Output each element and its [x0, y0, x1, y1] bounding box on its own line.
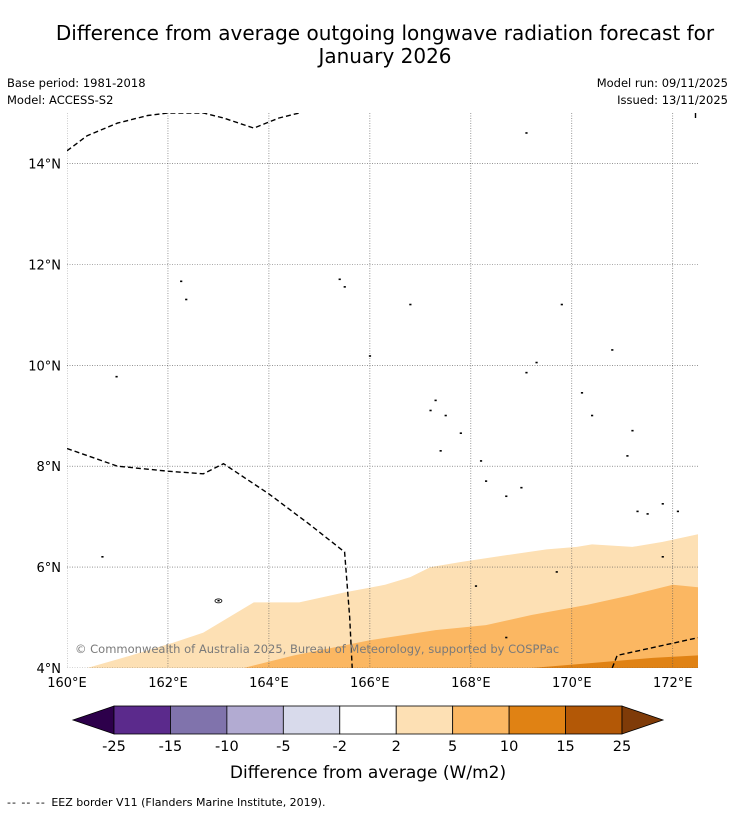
island-mark	[590, 414, 594, 417]
island-mark	[580, 392, 584, 394]
island-mark	[661, 556, 664, 558]
lon-tick-label: 170°E	[552, 676, 592, 691]
island-mark	[479, 460, 483, 462]
island-mark	[525, 371, 528, 374]
copyright-text: © Commonwealth of Australia 2025, Bureau…	[75, 642, 559, 656]
issued-date: Issued: 13/11/2025	[617, 93, 728, 107]
chart-title: Difference from average outgoing longwav…	[30, 22, 736, 68]
anomaly-band-3	[531, 655, 698, 668]
lat-tick-label: 14°N	[28, 157, 61, 172]
model-name: Model: ACCESS-S2	[7, 93, 114, 107]
lat-tick-label: 12°N	[28, 258, 61, 273]
atoll-outline	[214, 598, 223, 604]
map-area	[67, 113, 698, 668]
island-mark	[434, 399, 437, 402]
island-mark	[444, 414, 447, 417]
island-mark	[661, 503, 664, 505]
footnote: -- -- -- EEZ border V11 (Flanders Marine…	[7, 796, 325, 809]
model-run: Model run: 09/11/2025	[596, 76, 728, 90]
island-mark	[505, 495, 508, 498]
colorbar-tick-label: -15	[159, 739, 183, 755]
colorbar-tick-label: 2	[392, 739, 401, 755]
lon-tick-label: 160°E	[47, 676, 87, 691]
colorbar-tick-label: 15	[556, 739, 574, 755]
island-mark	[631, 429, 634, 432]
lat-tick-label: 8°N	[37, 460, 62, 475]
colorbar-segment	[339, 705, 397, 735]
lat-tick-label: 6°N	[37, 561, 62, 576]
colorbar-tick-label: -2	[333, 739, 347, 755]
island-mark	[217, 599, 220, 602]
meta-left: Base period: 1981-2018 Model: ACCESS-S2	[7, 75, 146, 109]
eez-border	[67, 113, 300, 152]
colorbar-tick-label: -10	[215, 739, 239, 755]
eez-legend-symbol: -- -- --	[7, 796, 46, 809]
island-mark	[560, 303, 563, 306]
lon-tick-label: 164°E	[249, 676, 289, 691]
colorbar-segment	[452, 705, 510, 735]
colorbar-segment	[170, 705, 228, 735]
island-mark	[611, 349, 614, 351]
island-mark	[525, 132, 528, 134]
colorbar-tick-label: 25	[613, 739, 631, 755]
colorbar-label: Difference from average (W/m2)	[230, 763, 506, 783]
island-mark	[459, 432, 462, 434]
island-mark	[676, 510, 680, 513]
lon-tick-label: 166°E	[350, 676, 390, 691]
meta-right: Model run: 09/11/2025 Issued: 13/11/2025	[597, 75, 728, 109]
island-mark	[626, 455, 629, 457]
eez-border	[67, 447, 353, 668]
island-mark	[185, 298, 188, 301]
colorbar-segment	[565, 705, 623, 735]
island-mark	[115, 375, 118, 378]
island-mark	[409, 303, 412, 306]
lon-tick-label: 168°E	[451, 676, 491, 691]
island-mark	[474, 585, 478, 587]
island-mark	[439, 450, 442, 452]
island-mark	[555, 571, 558, 573]
island-mark	[636, 510, 639, 513]
island-mark	[338, 278, 341, 281]
island-mark	[343, 286, 346, 288]
colorbar-tick-label: 10	[500, 739, 518, 755]
title-line-2: January 2026	[318, 44, 452, 68]
colorbar-segment	[282, 705, 341, 735]
anomaly-band-2	[243, 584, 698, 668]
colorbar-segment	[113, 705, 171, 735]
colorbar-low-extension	[71, 705, 115, 735]
lat-tick-label: 4°N	[37, 662, 62, 677]
eez-border	[611, 637, 698, 668]
colorbar-tick-label: -5	[276, 739, 290, 755]
base-period: Base period: 1981-2018	[7, 76, 146, 90]
lon-tick-label: 162°E	[148, 676, 188, 691]
colorbar-tick-label: -25	[102, 739, 126, 755]
island-mark	[484, 480, 488, 482]
island-mark	[368, 355, 372, 357]
colorbar-segment	[226, 705, 284, 735]
eez-legend-text: EEZ border V11 (Flanders Marine Institut…	[51, 796, 326, 809]
island-mark	[535, 361, 538, 364]
colorbar-segment	[508, 705, 566, 735]
island-mark	[505, 636, 508, 639]
lat-tick-label: 10°N	[28, 359, 61, 374]
island-mark	[520, 486, 523, 489]
island-mark	[429, 409, 432, 412]
title-line-1: Difference from average outgoing longwav…	[55, 21, 715, 45]
island-mark	[180, 280, 183, 283]
island-mark	[101, 556, 104, 558]
colorbar-tick-label: 5	[448, 739, 457, 755]
lon-tick-label: 172°E	[653, 676, 693, 691]
colorbar-segment	[395, 705, 454, 735]
island-mark	[646, 513, 649, 515]
colorbar-high-extension	[621, 705, 665, 735]
